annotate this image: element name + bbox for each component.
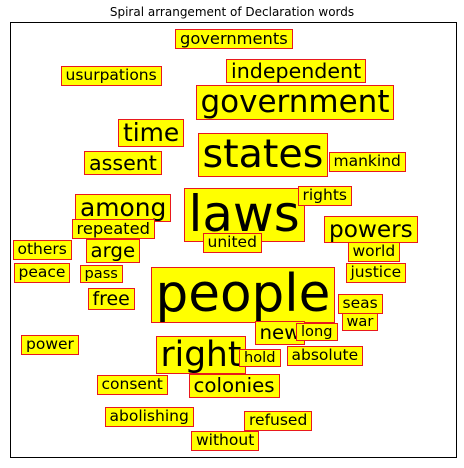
word-hold: hold — [239, 348, 281, 368]
word-mankind: mankind — [328, 152, 406, 172]
word-free: free — [87, 287, 135, 311]
word-absolute: absolute — [286, 346, 364, 366]
word-abolishing: abolishing — [104, 407, 194, 427]
word-without: without — [191, 431, 260, 451]
word-people: people — [150, 267, 336, 323]
word-world: world — [347, 242, 401, 262]
word-governments: governments — [175, 29, 293, 50]
word-long: long — [296, 322, 338, 342]
word-states: states — [197, 133, 329, 177]
word-refused: refused — [244, 411, 313, 431]
word-right: right — [155, 336, 247, 375]
word-arge: arge — [85, 239, 141, 263]
word-powers: powers — [324, 215, 418, 243]
word-consent: consent — [96, 375, 168, 395]
word-independent: independent — [226, 58, 367, 84]
word-war: war — [341, 312, 379, 332]
word-pass: pass — [79, 264, 123, 284]
word-assent: assent — [84, 150, 162, 176]
word-colonies: colonies — [188, 374, 280, 398]
word-rights: rights — [297, 186, 352, 206]
chart-title: Spiral arrangement of Declaration words — [109, 5, 355, 19]
word-time: time — [118, 118, 185, 148]
word-peace: peace — [13, 263, 71, 283]
word-repeated: repeated — [71, 219, 155, 240]
plot-area: people laws states right government time among… — [10, 22, 457, 458]
word-united: united — [202, 233, 262, 253]
word-seas: seas — [337, 294, 383, 314]
word-government: government — [195, 84, 395, 120]
word-laws: laws — [183, 188, 305, 242]
word-new: new — [254, 321, 306, 345]
word-power: power — [21, 335, 79, 355]
word-others: others — [12, 240, 72, 260]
word-usurpations: usurpations — [60, 66, 162, 86]
word-justice: justice — [345, 263, 407, 283]
